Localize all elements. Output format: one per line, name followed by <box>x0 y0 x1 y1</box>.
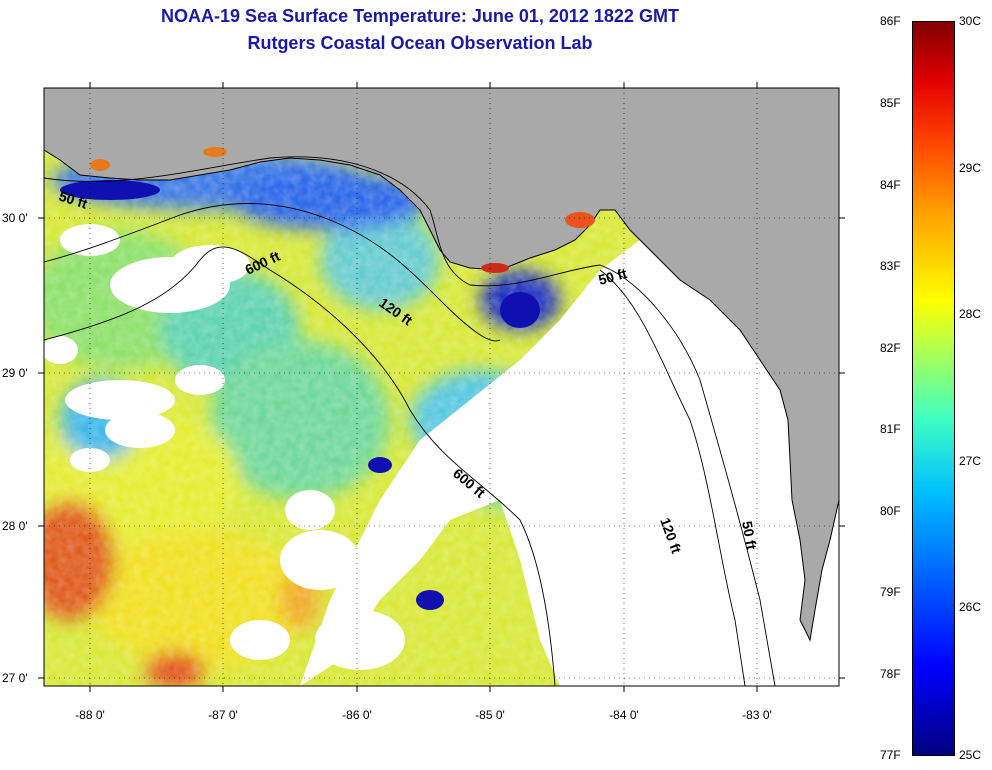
y-tick-label: 29 0' <box>2 366 28 380</box>
y-tick-label: 28 0' <box>2 519 28 533</box>
colorbar-c-label: 30C <box>959 14 982 28</box>
axis-ticks <box>38 82 845 692</box>
colorbar-f-label: 86F <box>880 14 901 28</box>
x-tick-label: -85 0' <box>475 708 505 722</box>
map-subtitle: Rutgers Coastal Ocean Observation Lab <box>247 33 593 53</box>
colorbar-f-label: 80F <box>880 504 901 518</box>
colorbar-f-label: 83F <box>880 259 901 273</box>
colorbar-f-label: 81F <box>880 422 901 436</box>
colorbar-f-label: 78F <box>880 667 901 681</box>
colorbar-f-label: 84F <box>880 178 901 192</box>
x-tick-label: -87 0' <box>208 708 238 722</box>
map-frame <box>43 87 840 687</box>
colorbar-c-label: 25C <box>959 748 982 762</box>
y-tick-label: 27 0' <box>2 671 28 685</box>
contour-label: 50 ft <box>739 520 760 551</box>
x-tick-label: -88 0' <box>75 708 105 722</box>
x-tick-label: -86 0' <box>342 708 372 722</box>
colorbar-c-label: 27C <box>959 454 982 468</box>
colorbar-f-label: 82F <box>880 341 901 355</box>
temperature-colorbar <box>912 21 955 756</box>
land-florida <box>44 88 839 642</box>
bathymetry-contours <box>44 156 776 686</box>
x-tick-label: -84 0' <box>609 708 639 722</box>
cold-spots <box>60 180 540 610</box>
contour-label: 50 ft <box>597 265 629 288</box>
map-title: NOAA-19 Sea Surface Temperature: June 01… <box>161 6 679 26</box>
colorbar-c-label: 26C <box>959 600 982 614</box>
colorbar-f-label: 77F <box>880 748 901 762</box>
colorbar-c-label: 28C <box>959 307 982 321</box>
colorbar-f-label: 85F <box>880 96 901 110</box>
x-tick-label: -83 0' <box>742 708 772 722</box>
colorbar-f-label: 79F <box>880 585 901 599</box>
y-tick-label: 30 0' <box>2 211 28 225</box>
coastal-warm-spots <box>90 147 595 273</box>
colorbar-c-label: 29C <box>959 161 982 175</box>
